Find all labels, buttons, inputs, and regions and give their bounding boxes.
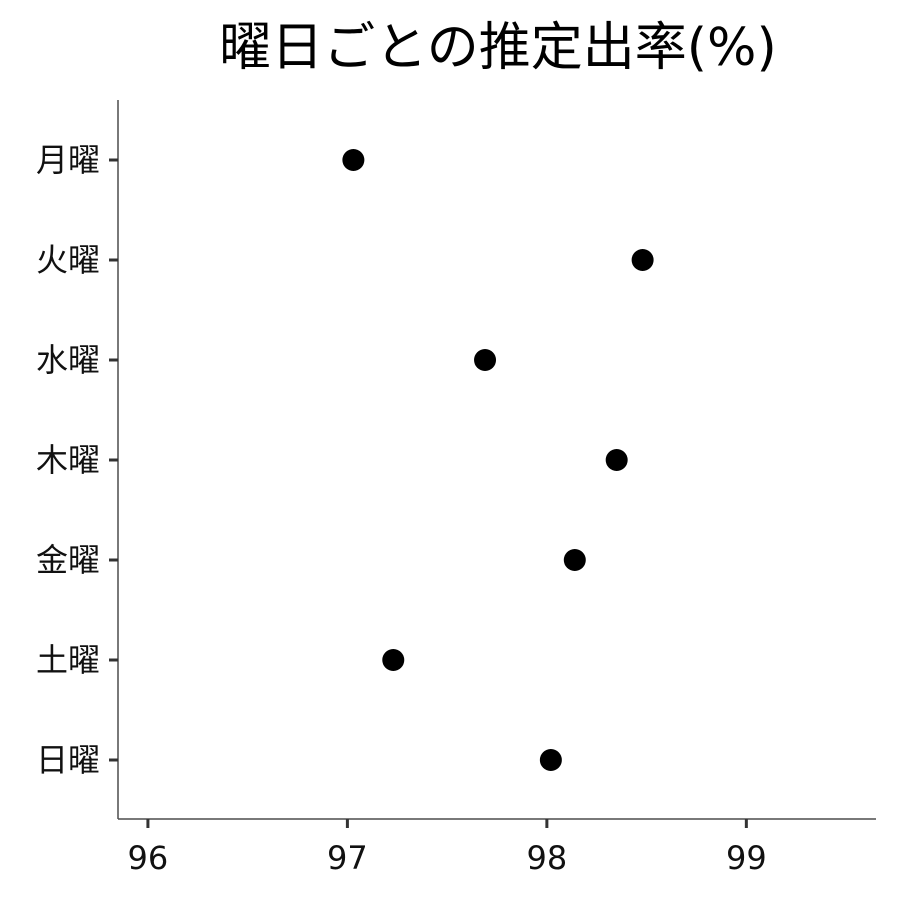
x-tick-label: 97	[327, 839, 368, 877]
y-tick-label: 火曜	[36, 241, 100, 279]
y-tick-label: 日曜	[36, 741, 100, 779]
y-tick-label: 土曜	[36, 641, 100, 679]
y-tick-label: 水曜	[36, 341, 100, 379]
chart-title: 曜日ごとの推定出率(%)	[219, 18, 776, 78]
data-point	[605, 449, 628, 471]
x-tick-label: 98	[527, 839, 568, 877]
data-point	[382, 649, 405, 671]
y-tick-label: 金曜	[36, 541, 100, 579]
data-point	[474, 349, 497, 371]
x-tick-label: 96	[128, 839, 169, 877]
data-point	[631, 249, 654, 271]
data-point	[563, 549, 586, 571]
y-tick-label: 月曜	[36, 141, 100, 179]
data-point	[342, 149, 365, 171]
data-point	[539, 749, 562, 771]
x-tick-label: 99	[726, 839, 767, 877]
y-tick-label: 木曜	[36, 441, 100, 479]
